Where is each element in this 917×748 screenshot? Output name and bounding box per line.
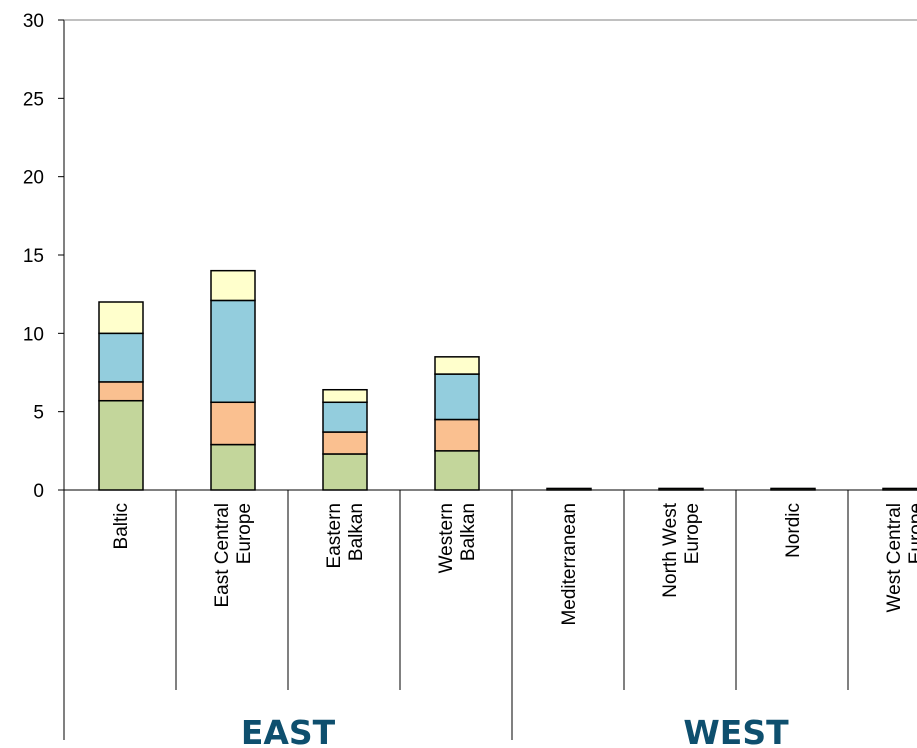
bar-segment <box>98 301 144 335</box>
x-axis: Baltic East Central Europe Eastern Balkan Wes… <box>64 489 917 740</box>
bar-segment <box>322 401 368 433</box>
y-axis: 0 5 10 15 20 25 30 <box>23 11 917 740</box>
group-label: WEST <box>683 713 789 748</box>
category-label: Eastern <box>324 503 345 568</box>
bar-segment <box>98 332 144 383</box>
bar-segment <box>98 399 144 491</box>
group-labels: EAST WEST <box>241 713 789 748</box>
y-tick-label: 15 <box>23 246 44 267</box>
category-label: Baltic <box>111 503 132 549</box>
category-label: Europe <box>906 503 917 564</box>
bar-segment <box>322 453 368 491</box>
category-label: Balkan <box>458 503 479 561</box>
bar-segment <box>322 431 368 455</box>
bar-segment <box>434 418 480 452</box>
bar-segment <box>210 401 256 446</box>
category-label: Europe <box>682 503 703 564</box>
category-label: West Central <box>884 503 905 612</box>
category-label: Nordic <box>783 503 804 558</box>
bar-segment <box>434 356 480 375</box>
bar-segment <box>210 269 256 302</box>
category-label: Europe <box>234 503 255 564</box>
group-label: EAST <box>241 713 336 748</box>
bar-segment <box>210 299 256 404</box>
bar-segment <box>98 381 144 402</box>
category-label: North West <box>660 502 681 597</box>
y-tick-label: 25 <box>23 89 44 110</box>
category-label: Western <box>436 503 457 573</box>
bar-segment <box>210 443 256 491</box>
category-label: Mediterranean <box>559 503 580 626</box>
category-label: Balkan <box>346 503 367 561</box>
y-tick-label: 20 <box>23 168 44 189</box>
y-tick-label: 0 <box>33 481 44 502</box>
y-tick-label: 5 <box>33 403 44 424</box>
bar-segment <box>434 373 480 421</box>
category-label: East Central <box>212 503 233 608</box>
bars <box>98 269 917 491</box>
bar-segment <box>322 388 368 404</box>
y-tick-label: 30 <box>23 11 44 32</box>
y-tick-label: 10 <box>23 324 44 345</box>
bar-segment <box>434 450 480 491</box>
